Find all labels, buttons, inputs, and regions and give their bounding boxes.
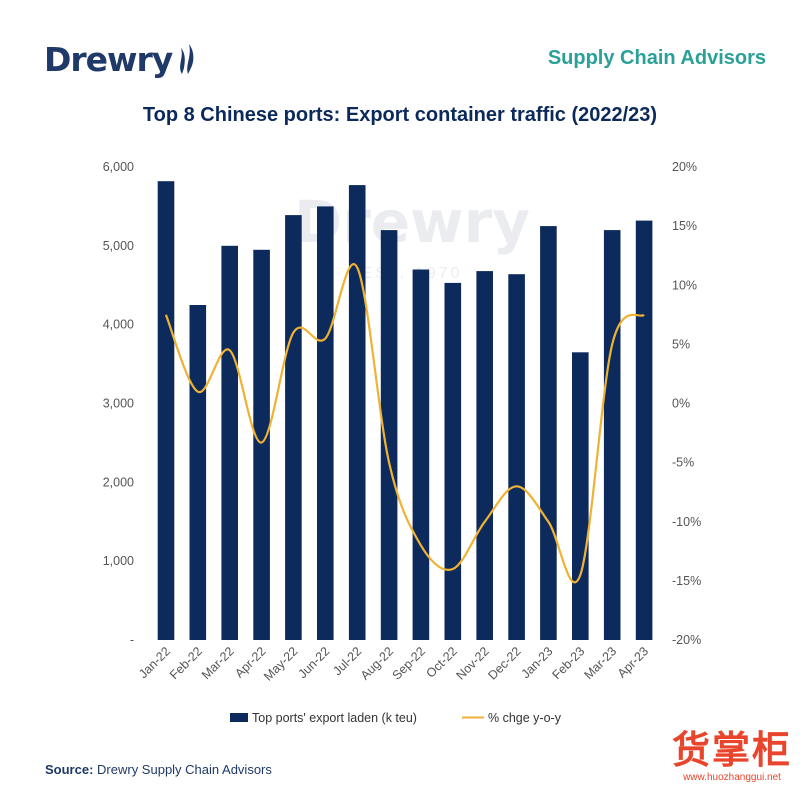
stamp-url: www.huozhanggui.net: [683, 772, 781, 783]
bar: [444, 282, 462, 640]
x-axis-tick: Mar-22: [199, 644, 237, 682]
bar: [572, 352, 589, 640]
drewry-logo: Drewry: [44, 40, 197, 81]
x-axis-tick: Jun-22: [295, 644, 332, 681]
bar: [412, 269, 430, 640]
x-axis-tick: May-22: [261, 644, 300, 683]
watermark-subtext: EST. 1970: [362, 265, 463, 282]
x-axis-tick: Mar-23: [581, 644, 619, 682]
right-axis-tick: 0%: [672, 397, 690, 411]
bar: [221, 245, 238, 641]
left-axis-tick: 4,000: [103, 318, 134, 332]
x-axis-tick: Nov-22: [453, 644, 491, 682]
x-axis-tick: Jan-23: [519, 644, 556, 681]
right-axis-tick: 10%: [672, 278, 697, 292]
tagline: Supply Chain Advisors: [547, 47, 766, 69]
right-axis-tick: 20%: [672, 160, 697, 174]
bar: [380, 230, 398, 640]
bar: [635, 220, 653, 640]
source-text: Drewry Supply Chain Advisors: [97, 762, 272, 777]
bar: [348, 185, 366, 640]
logo-text: Drewry: [44, 40, 173, 79]
bar: [476, 271, 493, 640]
left-axis-tick: 1,000: [103, 554, 134, 568]
x-axis-tick: Apr-23: [615, 644, 651, 680]
source-note: Source: Drewry Supply Chain Advisors: [45, 762, 272, 777]
source-label: Source:: [45, 762, 94, 777]
bar: [253, 249, 270, 641]
left-axis-tick: 3,000: [103, 397, 134, 411]
x-axis-tick: Feb-23: [550, 644, 588, 682]
left-axis-tick: 5,000: [103, 239, 134, 253]
right-axis-tick: -15%: [672, 574, 701, 588]
legend-swatch-bars: [230, 713, 248, 722]
x-axis-tick: Jan-22: [136, 644, 173, 681]
bar: [540, 226, 557, 640]
x-axis-tick: Feb-22: [167, 644, 205, 682]
right-axis-tick: 5%: [672, 337, 690, 351]
x-axis-tick: Sep-22: [390, 644, 428, 682]
right-axis-tick: 15%: [672, 219, 697, 233]
flame-icon: [175, 38, 197, 81]
right-axis-tick: -20%: [672, 633, 701, 647]
legend-label-bars: Top ports' export laden (k teu): [252, 711, 417, 725]
left-axis-tick: 6,000: [103, 160, 134, 174]
bar: [603, 230, 621, 640]
huozhanggui-watermark: 货掌柜 www.huozhanggui.net: [672, 730, 792, 783]
bar: [285, 215, 302, 640]
stamp-text: 货掌柜: [671, 728, 792, 772]
right-axis-tick: -10%: [672, 515, 701, 529]
left-axis-tick: -: [130, 633, 134, 647]
right-axis-tick: -5%: [672, 456, 694, 470]
bar: [189, 305, 207, 640]
x-axis-tick: Aug-22: [358, 644, 396, 682]
chart-title: Top 8 Chinese ports: Export container tr…: [142, 104, 658, 126]
legend: Top ports' export laden (k teu) % chge y…: [230, 711, 562, 725]
x-axis-tick: Dec-22: [485, 644, 523, 682]
bar: [317, 206, 334, 640]
left-axis-tick: 2,000: [103, 475, 134, 489]
yoy-line: [164, 263, 645, 584]
legend-label-line: % chge y-o-y: [488, 711, 562, 725]
bar: [157, 181, 175, 640]
bar: [508, 274, 525, 640]
